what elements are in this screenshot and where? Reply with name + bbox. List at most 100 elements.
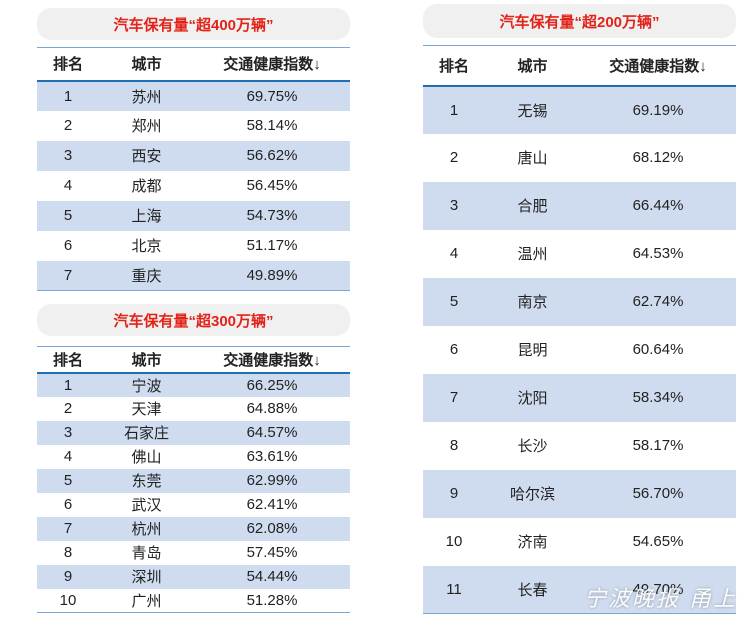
table-row: 6 武汉 62.41% — [37, 492, 350, 517]
cell-rank: 10 — [423, 517, 485, 566]
table-row: 2 天津 64.88% — [37, 396, 350, 421]
table-row: 4 温州 64.53% — [423, 229, 736, 278]
table-row: 2 唐山 68.12% — [423, 133, 736, 182]
cell-index: 66.44% — [580, 181, 736, 230]
cell-index: 63.61% — [194, 444, 350, 469]
cell-city: 昆明 — [485, 325, 580, 374]
cell-index: 49.89% — [194, 260, 350, 291]
table-row: 4 成都 56.45% — [37, 170, 350, 201]
table200: 排名 城市 交通健康指数↓ 1 无锡 69.19% 2 唐山 68.12% 3 合肥 66.44… — [423, 45, 736, 614]
cell-index: 69.75% — [194, 80, 350, 111]
table-row: 5 东莞 62.99% — [37, 468, 350, 493]
cell-city: 杭州 — [99, 516, 194, 541]
cell-city: 长春 — [485, 565, 580, 614]
cell-rank: 9 — [423, 469, 485, 518]
cell-rank: 7 — [37, 260, 99, 291]
cell-city: 深圳 — [99, 564, 194, 589]
table400: 排名 城市 交通健康指数↓ 1 苏州 69.75% 2 郑州 58.14% 3 西安 56.62… — [37, 47, 350, 291]
cell-index: 54.65% — [580, 517, 736, 566]
table-row: 7 重庆 49.89% — [37, 260, 350, 291]
table-row: 10 济南 54.65% — [423, 517, 736, 566]
cell-index: 49.70% — [580, 565, 736, 614]
cell-rank: 4 — [37, 170, 99, 201]
table400-title: 汽车保有量“超400万辆” — [37, 8, 350, 40]
cell-index: 58.17% — [580, 421, 736, 470]
cell-index: 68.12% — [580, 133, 736, 182]
cell-city: 北京 — [99, 230, 194, 261]
cell-rank: 7 — [423, 373, 485, 422]
cell-rank: 11 — [423, 565, 485, 614]
cell-city: 济南 — [485, 517, 580, 566]
cell-city: 青岛 — [99, 540, 194, 565]
table-row: 4 佛山 63.61% — [37, 444, 350, 469]
cell-city: 宁波 — [99, 372, 194, 397]
cell-rank: 6 — [37, 230, 99, 261]
cell-rank: 10 — [37, 588, 99, 613]
cell-city: 佛山 — [99, 444, 194, 469]
cell-rank: 4 — [37, 444, 99, 469]
cell-city: 南京 — [485, 277, 580, 326]
cell-rank: 5 — [37, 468, 99, 493]
cell-rank: 3 — [37, 140, 99, 171]
cell-index: 62.99% — [194, 468, 350, 493]
table-row: 6 北京 51.17% — [37, 230, 350, 261]
table-row: 3 石家庄 64.57% — [37, 420, 350, 445]
cell-index: 58.14% — [194, 110, 350, 141]
cell-index: 62.08% — [194, 516, 350, 541]
table-row: 1 苏州 69.75% — [37, 80, 350, 111]
cell-index: 51.28% — [194, 588, 350, 613]
cell-rank: 6 — [423, 325, 485, 374]
table-row: 6 昆明 60.64% — [423, 325, 736, 374]
col-city-header: 城市 — [131, 56, 162, 74]
col-rank-header: 排名 — [52, 56, 83, 74]
table-row: 11 长春 49.70% — [423, 565, 736, 614]
cell-city: 武汉 — [99, 492, 194, 517]
cell-city: 西安 — [99, 140, 194, 171]
col-index-header: 交通健康指数↓ — [609, 57, 707, 75]
cell-city: 沈阳 — [485, 373, 580, 422]
col-index-header: 交通健康指数↓ — [223, 56, 321, 74]
cell-rank: 4 — [423, 229, 485, 278]
cell-index: 64.57% — [194, 420, 350, 445]
cell-city: 重庆 — [99, 260, 194, 291]
table-row: 9 哈尔滨 56.70% — [423, 469, 736, 518]
col-rank-header: 排名 — [438, 57, 469, 75]
table-row: 7 杭州 62.08% — [37, 516, 350, 541]
cell-rank: 3 — [37, 420, 99, 445]
table-row: 1 宁波 66.25% — [37, 372, 350, 397]
cell-rank: 3 — [423, 181, 485, 230]
cell-city: 合肥 — [485, 181, 580, 230]
col-city-header: 城市 — [131, 351, 162, 369]
table300-title: 汽车保有量“超300万辆” — [37, 304, 350, 336]
cell-city: 成都 — [99, 170, 194, 201]
table-row: 8 青岛 57.45% — [37, 540, 350, 565]
cell-index: 58.34% — [580, 373, 736, 422]
cell-index: 56.70% — [580, 469, 736, 518]
cell-rank: 2 — [37, 110, 99, 141]
cell-city: 石家庄 — [99, 420, 194, 445]
cell-index: 64.53% — [580, 229, 736, 278]
cell-city: 温州 — [485, 229, 580, 278]
cell-city: 广州 — [99, 588, 194, 613]
cell-index: 60.64% — [580, 325, 736, 374]
table-row: 5 南京 62.74% — [423, 277, 736, 326]
cell-city: 郑州 — [99, 110, 194, 141]
col-city-header: 城市 — [517, 57, 548, 75]
cell-index: 54.44% — [194, 564, 350, 589]
cell-rank: 1 — [423, 85, 485, 134]
table-row: 1 无锡 69.19% — [423, 85, 736, 134]
cell-index: 69.19% — [580, 85, 736, 134]
cell-city: 唐山 — [485, 133, 580, 182]
table-row: 5 上海 54.73% — [37, 200, 350, 231]
table-row: 3 西安 56.62% — [37, 140, 350, 171]
col-rank-header: 排名 — [52, 351, 83, 369]
cell-index: 64.88% — [194, 396, 350, 421]
cell-rank: 1 — [37, 80, 99, 111]
cell-index: 66.25% — [194, 372, 350, 397]
cell-rank: 2 — [423, 133, 485, 182]
cell-index: 56.45% — [194, 170, 350, 201]
table-row: 7 沈阳 58.34% — [423, 373, 736, 422]
table-row: 9 深圳 54.44% — [37, 564, 350, 589]
cell-rank: 2 — [37, 396, 99, 421]
cell-rank: 5 — [423, 277, 485, 326]
